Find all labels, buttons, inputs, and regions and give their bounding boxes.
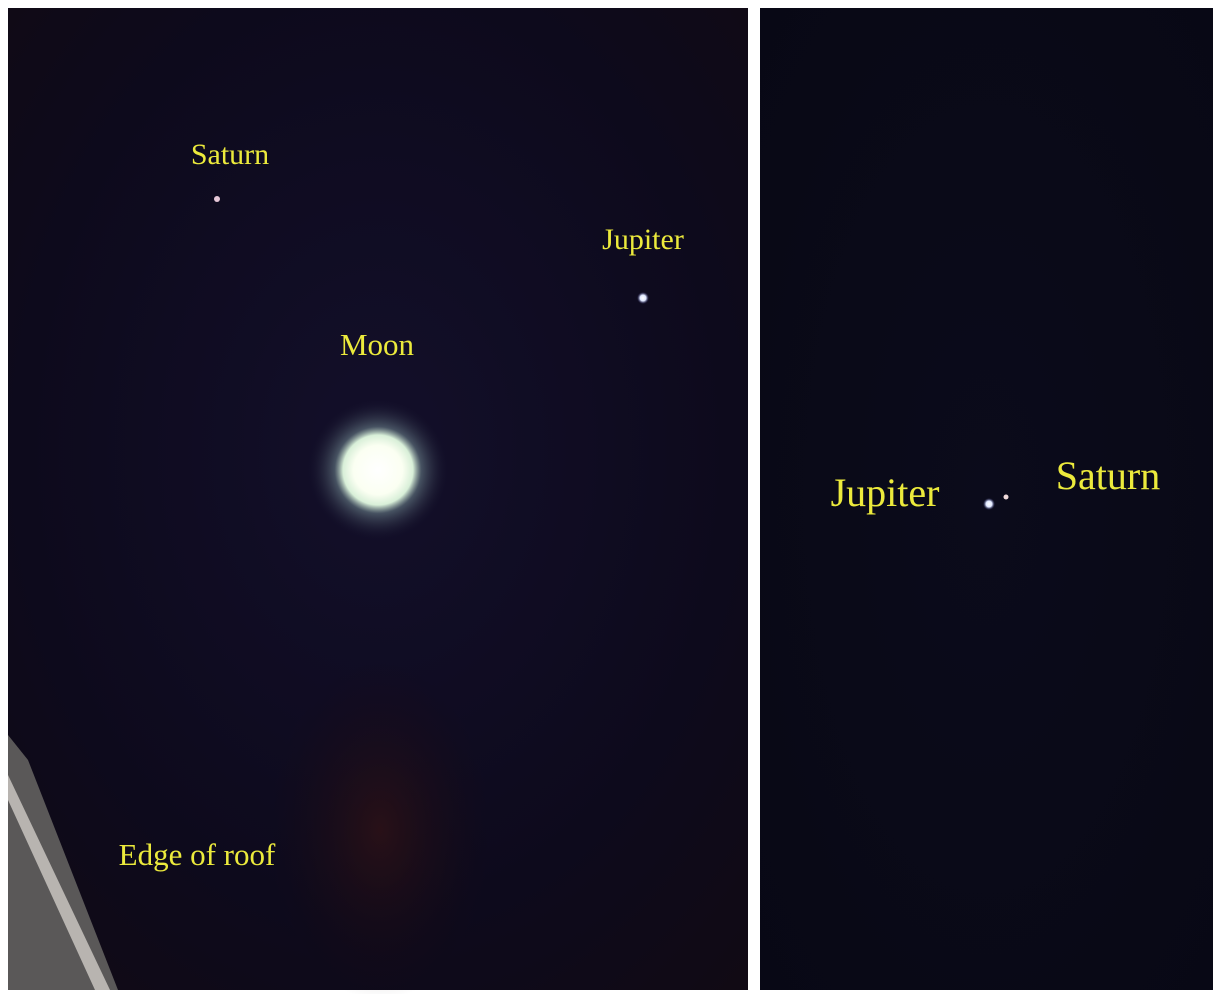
saturn <box>214 196 220 202</box>
label: Edge of roof <box>119 837 276 872</box>
right-photo: Jupiter Saturn <box>760 8 1213 990</box>
jupiter <box>637 292 649 304</box>
label: Moon <box>340 327 415 362</box>
label: Saturn <box>191 138 269 171</box>
haze <box>270 660 490 994</box>
label: Saturn <box>1056 453 1160 498</box>
label: Jupiter <box>831 470 940 515</box>
left-photo: Saturn Jupiter Moon Edge of roof <box>8 8 748 994</box>
label: Jupiter <box>602 223 684 256</box>
jupiter <box>983 498 995 510</box>
saturn <box>1004 495 1009 500</box>
page: Saturn Jupiter Moon Edge of roof Jupiter… <box>0 0 1215 994</box>
moon <box>308 400 448 540</box>
photo-composite: Saturn Jupiter Moon Edge of roof Jupiter… <box>0 0 1215 994</box>
